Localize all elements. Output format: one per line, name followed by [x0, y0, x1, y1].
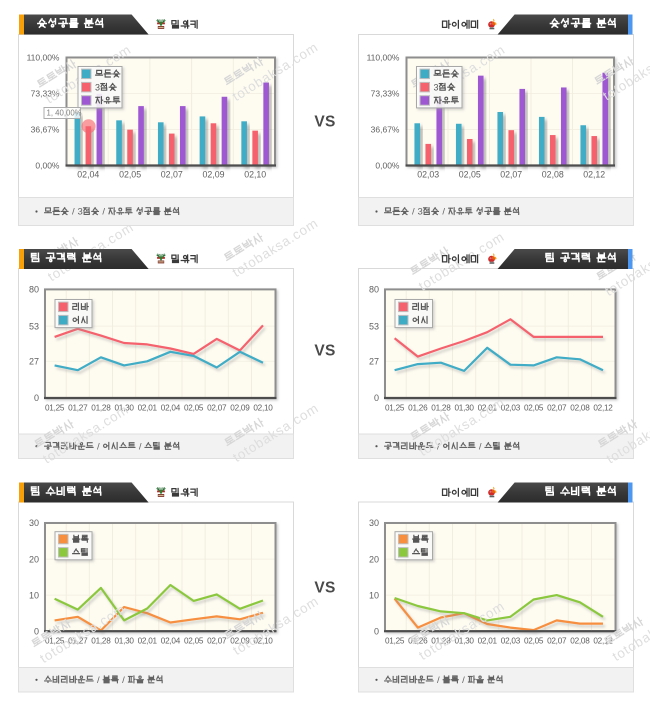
svg-text:/: / — [97, 441, 100, 452]
svg-text:/: / — [72, 207, 75, 218]
svg-text:02,05: 02,05 — [184, 637, 204, 646]
svg-text:01,25: 01,25 — [385, 404, 405, 413]
svg-text:/: / — [462, 675, 465, 686]
svg-text:02,10: 02,10 — [253, 404, 273, 413]
svg-text:01,30: 01,30 — [454, 404, 474, 413]
svg-text:VS: VS — [314, 580, 335, 597]
svg-text:80: 80 — [29, 285, 39, 295]
svg-text:02,10: 02,10 — [244, 170, 266, 180]
svg-text:02,05: 02,05 — [524, 637, 544, 646]
svg-text:0: 0 — [34, 626, 39, 636]
svg-text:53: 53 — [29, 321, 39, 331]
svg-text:02,07: 02,07 — [161, 170, 183, 180]
svg-text:/: / — [122, 675, 125, 686]
svg-text:01,28: 01,28 — [91, 637, 111, 646]
svg-text:3: 3 — [95, 82, 100, 92]
svg-text:02,03: 02,03 — [417, 170, 439, 180]
svg-text:02,01: 02,01 — [478, 404, 498, 413]
svg-text:110,00%: 110,00% — [367, 53, 400, 63]
svg-text:02,07: 02,07 — [500, 170, 522, 180]
svg-text:1, 40,00%: 1, 40,00% — [47, 108, 82, 117]
svg-text:02,03: 02,03 — [501, 637, 521, 646]
svg-text:01,30: 01,30 — [114, 404, 134, 413]
svg-text:01,25: 01,25 — [385, 637, 405, 646]
svg-text:/: / — [412, 207, 415, 218]
svg-text:0,00%: 0,00% — [35, 161, 60, 171]
svg-text:0: 0 — [374, 393, 379, 403]
svg-text:01,26: 01,26 — [408, 404, 428, 413]
svg-text:3: 3 — [434, 82, 439, 92]
svg-text:01,30: 01,30 — [114, 637, 134, 646]
svg-text:/: / — [97, 675, 100, 686]
svg-text:73,33%: 73,33% — [371, 89, 400, 99]
svg-text:02,08: 02,08 — [542, 170, 564, 180]
svg-text:3: 3 — [77, 207, 82, 218]
svg-text:01,25: 01,25 — [45, 404, 65, 413]
svg-text:80: 80 — [369, 285, 379, 295]
svg-text:27: 27 — [369, 357, 379, 367]
svg-text:10: 10 — [29, 590, 39, 600]
svg-text:02,07: 02,07 — [547, 637, 567, 646]
svg-text:02,07: 02,07 — [207, 637, 227, 646]
svg-text:/: / — [479, 441, 482, 452]
svg-text:02,05: 02,05 — [459, 170, 481, 180]
svg-text:02,08: 02,08 — [570, 404, 590, 413]
svg-text:01,28: 01,28 — [91, 404, 111, 413]
svg-text:02,08: 02,08 — [570, 637, 590, 646]
svg-text:0: 0 — [34, 393, 39, 403]
svg-text:0,00%: 0,00% — [375, 161, 400, 171]
svg-text:02,05: 02,05 — [119, 170, 141, 180]
svg-text:36,67%: 36,67% — [31, 125, 60, 135]
svg-text:02,01: 02,01 — [138, 637, 158, 646]
svg-text:02,03: 02,03 — [501, 404, 521, 413]
svg-text:20: 20 — [369, 554, 379, 564]
svg-text:01,28: 01,28 — [431, 637, 451, 646]
svg-text:30: 30 — [29, 518, 39, 528]
svg-text:30: 30 — [369, 518, 379, 528]
svg-text:02,05: 02,05 — [524, 404, 544, 413]
svg-text:01,28: 01,28 — [431, 404, 451, 413]
svg-text:01,27: 01,27 — [68, 637, 88, 646]
svg-text:01,27: 01,27 — [68, 404, 88, 413]
svg-text:36,67%: 36,67% — [371, 125, 400, 135]
svg-text:/: / — [437, 441, 440, 452]
svg-text:02,07: 02,07 — [547, 404, 567, 413]
svg-text:27: 27 — [29, 357, 39, 367]
svg-text:02,01: 02,01 — [138, 404, 158, 413]
svg-text:/: / — [102, 207, 105, 218]
svg-text:02,09: 02,09 — [230, 637, 250, 646]
svg-text:02,10: 02,10 — [253, 637, 273, 646]
svg-text:0: 0 — [374, 626, 379, 636]
svg-text:20: 20 — [29, 554, 39, 564]
svg-text:01,30: 01,30 — [454, 637, 474, 646]
svg-text:53: 53 — [369, 321, 379, 331]
svg-text:3: 3 — [417, 207, 422, 218]
svg-text:01,26: 01,26 — [408, 637, 428, 646]
svg-text:/: / — [437, 675, 440, 686]
svg-text:02,04: 02,04 — [161, 637, 181, 646]
svg-text:02,09: 02,09 — [230, 404, 250, 413]
svg-text:73,33%: 73,33% — [31, 89, 60, 99]
svg-text:VS: VS — [314, 113, 335, 130]
svg-text:01,25: 01,25 — [45, 637, 65, 646]
svg-text:02,05: 02,05 — [184, 404, 204, 413]
svg-text:10: 10 — [369, 590, 379, 600]
svg-text:/: / — [442, 207, 445, 218]
svg-text:02,04: 02,04 — [77, 170, 99, 180]
svg-text:02,09: 02,09 — [202, 170, 224, 180]
svg-text:VS: VS — [314, 343, 335, 360]
svg-text:02,12: 02,12 — [583, 170, 605, 180]
svg-text:/: / — [139, 441, 142, 452]
svg-text:02,12: 02,12 — [593, 404, 613, 413]
svg-text:110,00%: 110,00% — [27, 53, 60, 63]
svg-text:02,01: 02,01 — [478, 637, 498, 646]
svg-text:02,07: 02,07 — [207, 404, 227, 413]
svg-text:02,12: 02,12 — [593, 637, 613, 646]
svg-text:02,04: 02,04 — [161, 404, 181, 413]
